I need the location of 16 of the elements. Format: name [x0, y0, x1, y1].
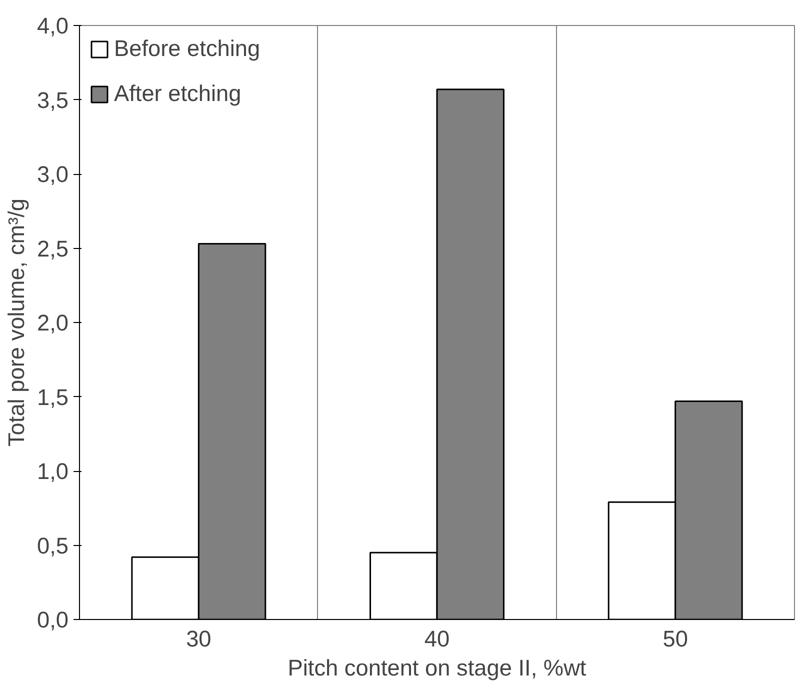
y-axis-title: Total pore volume, cm³/g	[3, 198, 30, 447]
y-tick-label: 3,0	[37, 161, 69, 187]
x-tick-label: 50	[662, 626, 688, 652]
y-tick-label: 2,5	[37, 235, 69, 262]
legend-label: After etching	[114, 80, 242, 107]
x-axis-title: Pitch content on stage II, %wt	[288, 654, 587, 680]
y-tick-label: 3,5	[37, 86, 69, 113]
y-tick-label: 1,5	[37, 384, 69, 410]
y-tick-label: 0,5	[37, 532, 69, 558]
x-tick-label: 30	[186, 626, 212, 652]
y-tick-label: 1,0	[37, 458, 69, 484]
legend-label: Before etching	[114, 35, 260, 62]
y-tick-label: 2,0	[37, 310, 69, 336]
x-tick-label: 40	[424, 626, 450, 652]
y-tick-label: 0,0	[37, 606, 69, 632]
y-tick-label: 4,0	[37, 12, 69, 38]
